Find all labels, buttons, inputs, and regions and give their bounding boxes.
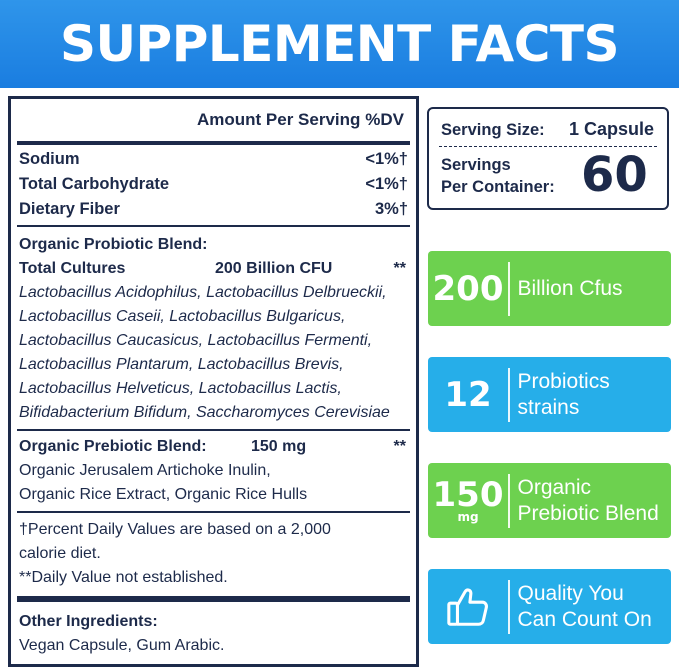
- feature-text: Organic Prebiotic Blend: [518, 475, 659, 527]
- nutrient-name: Dietary Fiber: [19, 200, 120, 218]
- page-title: SUPPLEMENT FACTS: [59, 15, 620, 73]
- strain-line: Lactobacillus Helveticus, Lactobacillus …: [19, 380, 342, 397]
- divider: [17, 596, 410, 602]
- nutrient-name: Sodium: [19, 150, 80, 168]
- prebiotic-section: Organic Prebiotic Blend: 150 mg ** Organ…: [17, 431, 410, 511]
- nutrient-value: <1%†: [365, 150, 408, 168]
- footnote-line: †Percent Daily Values are based on a 2,0…: [19, 521, 331, 538]
- feature-number: 200: [432, 268, 504, 309]
- servings-per-container-label: Servings Per Container:: [441, 154, 561, 198]
- feature-text: Billion Cfus: [518, 276, 623, 302]
- dashed-divider: [439, 146, 657, 147]
- serving-info-box: Serving Size: 1 Capsule Servings Per Con…: [427, 107, 669, 210]
- feature-card-quality: Quality You Can Count On: [428, 569, 671, 644]
- thumbs-up-icon: [428, 584, 508, 630]
- other-ingredients-text: Vegan Capsule, Gum Arabic.: [19, 637, 225, 654]
- strain-line: Lactobacillus Caucasicus, Lactobacillus …: [19, 332, 373, 349]
- feature-number: 12: [444, 374, 492, 415]
- feature-number: 150: [432, 475, 504, 515]
- divider: [17, 429, 410, 431]
- nutrient-row: Sodium <1%†: [17, 146, 410, 171]
- nutrient-name: Total Carbohydrate: [19, 175, 170, 193]
- servings-label-line: Per Container:: [441, 178, 555, 196]
- divider: [17, 511, 410, 513]
- probiotic-title: Organic Probiotic Blend:: [19, 236, 208, 253]
- card-separator: [508, 473, 510, 528]
- feature-text-line: Prebiotic Blend: [517, 501, 659, 525]
- serving-size-label: Serving Size:: [441, 121, 545, 139]
- feature-text-line: Billion Cfus: [517, 276, 623, 300]
- strain-line: Lactobacillus Caseii, Lactobacillus Bulg…: [19, 308, 346, 325]
- total-cultures-label: Total Cultures: [19, 260, 126, 277]
- total-cultures-amount: 200 Billion CFU: [215, 260, 333, 277]
- prebiotic-line: Organic Rice Extract, Organic Rice Hulls: [19, 486, 308, 503]
- feature-text: Probiotics strains: [518, 369, 610, 421]
- amount-per-serving-label: Amount Per Serving: [197, 110, 361, 129]
- prebiotic-dv: **: [393, 438, 406, 455]
- probiotic-section: Organic Probiotic Blend: Total Cultures …: [17, 227, 410, 429]
- supplement-facts-panel: Amount Per Serving %DV Sodium <1%† Total…: [8, 96, 419, 667]
- nutrient-value: <1%†: [365, 175, 408, 193]
- nutrient-row: Total Carbohydrate <1%†: [17, 171, 410, 196]
- card-separator: [508, 367, 510, 422]
- servings-per-container-value: 60: [581, 147, 648, 203]
- header-banner: SUPPLEMENT FACTS: [0, 0, 679, 88]
- serving-size-value: 1 Capsule: [569, 119, 655, 139]
- feature-text-line: Probiotics: [517, 369, 610, 393]
- prebiotic-line: Organic Jerusalem Artichoke Inulin,: [19, 462, 271, 479]
- total-cultures-dv: **: [393, 260, 406, 277]
- card-separator: [508, 261, 510, 316]
- feature-text-line: Quality You: [517, 581, 624, 605]
- feature-card-cfus: 200 Billion Cfus: [428, 251, 671, 326]
- strain-line: Lactobacillus Plantarum, Lactobacillus B…: [19, 356, 344, 373]
- nutrient-row: Dietary Fiber 3%†: [17, 196, 410, 221]
- prebiotic-row: Organic Prebiotic Blend: 150 mg **: [19, 435, 408, 459]
- strain-line: Lactobacillus Acidophilus, Lactobacillus…: [19, 284, 387, 301]
- facts-header: Amount Per Serving %DV: [17, 99, 410, 141]
- footnotes-section: †Percent Daily Values are based on a 2,0…: [17, 513, 410, 596]
- prebiotic-amount: 150 mg: [251, 438, 307, 455]
- feature-unit: mg: [457, 510, 479, 524]
- nutrient-value: 3%†: [374, 200, 408, 218]
- feature-card-strains: 12 Probiotics strains: [428, 357, 671, 432]
- divider: [17, 225, 410, 227]
- total-cultures-row: Total Cultures 200 Billion CFU **: [19, 257, 408, 281]
- feature-text-line: strains: [517, 395, 580, 419]
- servings-label-line: Servings: [441, 156, 511, 174]
- card-separator: [508, 579, 510, 634]
- other-ingredients-section: Other Ingredients: Vegan Capsule, Gum Ar…: [17, 602, 410, 662]
- footnote-line: **Daily Value not established.: [19, 569, 228, 586]
- feature-text-line: Can Count On: [517, 607, 652, 631]
- feature-text: Quality You Can Count On: [518, 581, 652, 633]
- feature-card-prebiotic: 150 mg Organic Prebiotic Blend: [428, 463, 671, 538]
- feature-number-block: 150 mg: [428, 478, 508, 523]
- dv-header-label: %DV: [365, 110, 404, 129]
- divider: [17, 141, 410, 145]
- other-ingredients-title: Other Ingredients:: [19, 613, 158, 630]
- strain-line: Bifidabacterium Bifidum, Saccharomyces C…: [19, 404, 390, 421]
- footnote-line: calorie diet.: [19, 545, 101, 562]
- feature-text-line: Organic: [517, 475, 592, 499]
- prebiotic-title: Organic Prebiotic Blend:: [19, 438, 207, 455]
